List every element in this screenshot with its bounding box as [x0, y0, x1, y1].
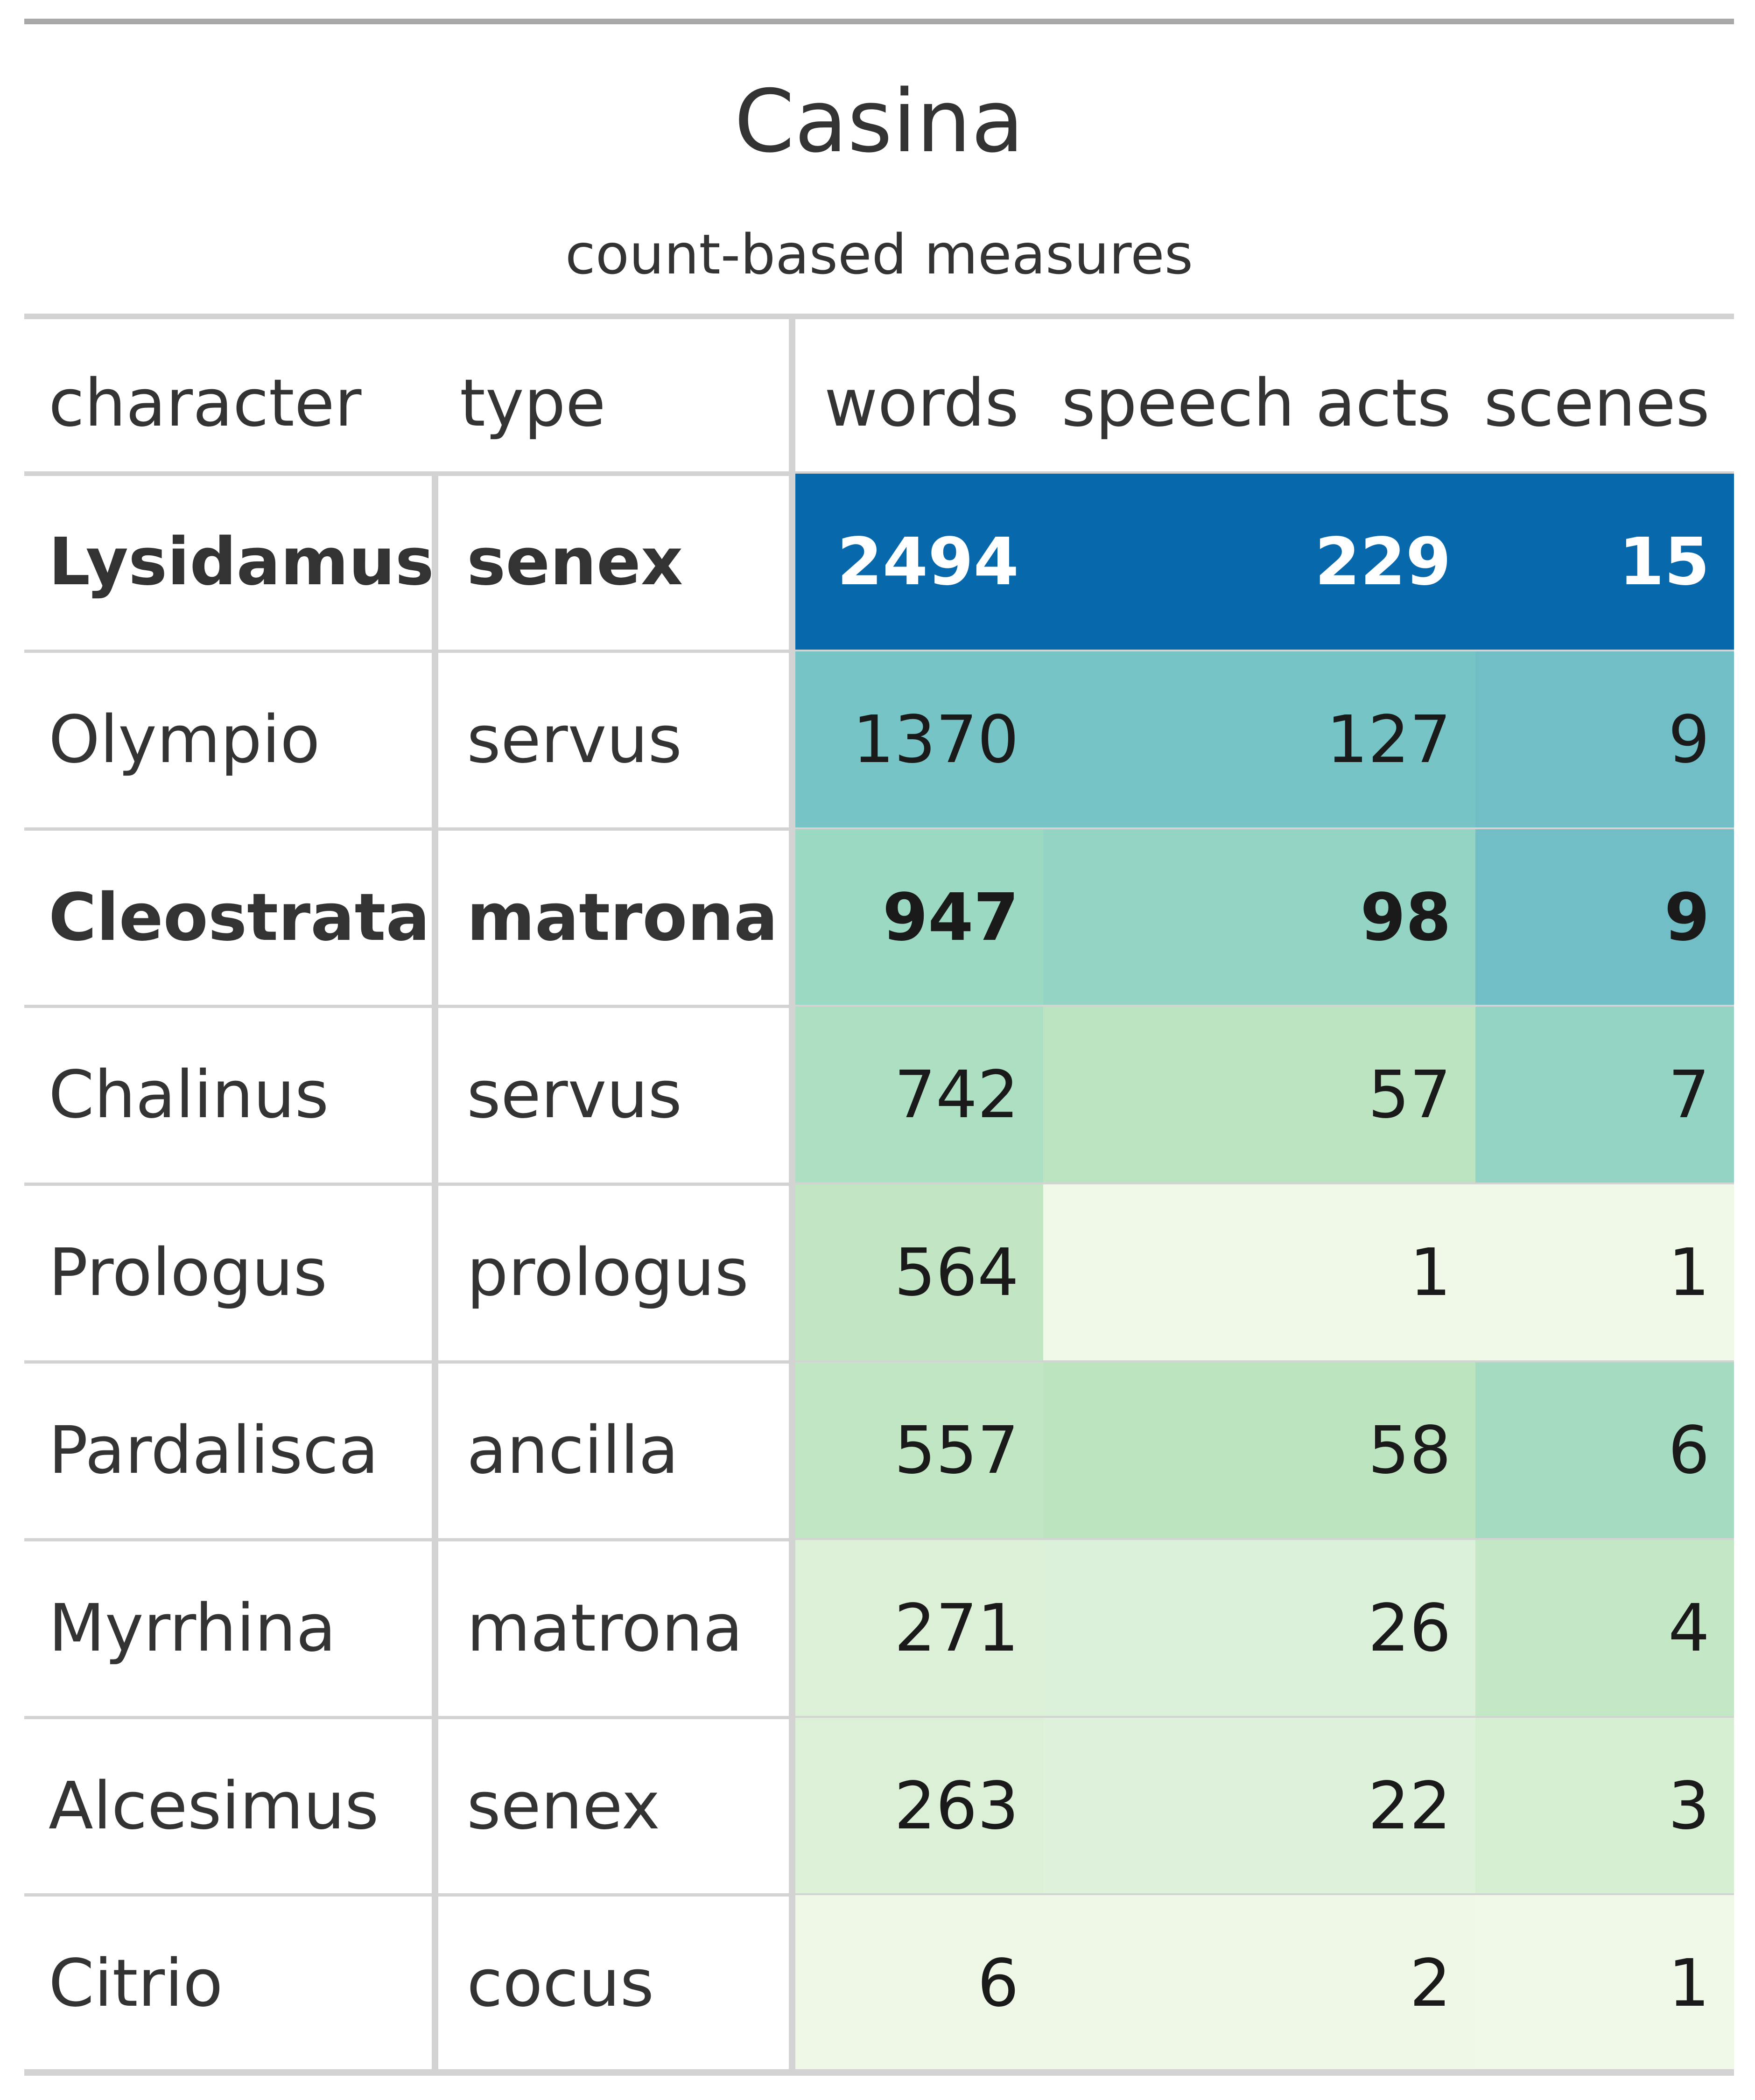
- column-divider: [432, 474, 438, 2073]
- heat-cell: [1043, 1007, 1475, 1185]
- table-title: Casina: [734, 71, 1024, 172]
- top-rule: [24, 19, 1734, 24]
- heat-cell: [1043, 1717, 1475, 1896]
- heat-cell: [1043, 1184, 1475, 1362]
- cell-scenes: 7: [1668, 1057, 1710, 1134]
- cell-words: 1370: [852, 701, 1019, 778]
- cell-words: 2494: [837, 524, 1019, 600]
- heat-cell: [1043, 651, 1475, 829]
- cell-speech-acts: 229: [1314, 524, 1451, 600]
- group-divider: [789, 319, 795, 2073]
- heat-cell: [795, 474, 1043, 651]
- cell-words: 557: [894, 1413, 1019, 1489]
- heat-cell: [795, 1007, 1043, 1185]
- column-header-type: type: [460, 365, 606, 441]
- heat-cell: [1043, 474, 1475, 651]
- cell-scenes: 15: [1619, 524, 1710, 600]
- cell-character: Prologus: [49, 1235, 328, 1311]
- heat-cell: [795, 829, 1043, 1007]
- heat-cell: [1475, 1717, 1734, 1896]
- cell-type: matrona: [467, 879, 778, 956]
- cell-character: Cleostrata: [49, 879, 430, 956]
- table-subtitle: count-based measures: [565, 222, 1193, 287]
- cell-scenes: 9: [1668, 701, 1710, 778]
- heat-cell: [1043, 1362, 1475, 1540]
- cell-words: 564: [894, 1235, 1019, 1311]
- cell-type: senex: [467, 1768, 660, 1844]
- heat-cell: [1475, 1895, 1734, 2073]
- heat-cell: [1043, 1540, 1475, 1718]
- cell-speech-acts: 2: [1409, 1946, 1451, 2022]
- bottom-rule: [24, 2069, 1734, 2076]
- cell-words: 947: [882, 879, 1019, 956]
- cell-speech-acts: 98: [1360, 879, 1451, 956]
- cell-scenes: 9: [1664, 879, 1710, 956]
- cell-speech-acts: 127: [1326, 701, 1451, 778]
- row-rule: [24, 827, 1734, 831]
- cell-character: Myrrhina: [49, 1590, 336, 1666]
- heat-cell: [1043, 1895, 1475, 2073]
- cell-words: 263: [894, 1768, 1019, 1844]
- row-rule: [24, 1893, 1734, 1897]
- cell-speech-acts: 22: [1368, 1768, 1451, 1844]
- heat-cell: [1475, 1184, 1734, 1362]
- heat-cell: [1475, 474, 1734, 651]
- row-rule: [24, 1005, 1734, 1008]
- cell-type: cocus: [467, 1946, 654, 2022]
- column-header-words: words: [824, 365, 1019, 441]
- cell-character: Citrio: [49, 1946, 223, 2022]
- row-rule: [24, 1715, 1734, 1719]
- row-rule: [24, 649, 1734, 653]
- heat-cell: [795, 1895, 1043, 2073]
- cell-type: matrona: [467, 1590, 743, 1666]
- row-rule: [24, 1183, 1734, 1186]
- cell-type: ancilla: [467, 1413, 679, 1489]
- cell-character: Olympio: [49, 701, 320, 778]
- cell-scenes: 6: [1668, 1413, 1710, 1489]
- cell-character: Chalinus: [49, 1057, 329, 1134]
- row-rule: [24, 1360, 1734, 1364]
- column-header-scenes: scenes: [1484, 365, 1710, 441]
- row-rule: [24, 1538, 1734, 1541]
- heat-cell: [1475, 1540, 1734, 1718]
- cell-type: servus: [467, 1057, 682, 1134]
- heat-cell: [1475, 1007, 1734, 1185]
- heat-cell: [1475, 651, 1734, 829]
- cell-scenes: 3: [1668, 1768, 1710, 1844]
- heat-cell: [1475, 829, 1734, 1007]
- cell-speech-acts: 58: [1368, 1413, 1451, 1489]
- cell-scenes: 4: [1668, 1590, 1710, 1666]
- cell-scenes: 1: [1668, 1235, 1710, 1311]
- cell-speech-acts: 57: [1368, 1057, 1451, 1134]
- heat-cell: [795, 1717, 1043, 1896]
- cell-type: servus: [467, 701, 682, 778]
- cell-character: Alcesimus: [49, 1768, 379, 1844]
- heat-cell: [1043, 829, 1475, 1007]
- column-header-speech-acts: speech acts: [1061, 365, 1451, 441]
- cell-scenes: 1: [1668, 1946, 1710, 2022]
- cell-words: 271: [894, 1590, 1019, 1666]
- cell-character: Pardalisca: [49, 1413, 379, 1489]
- cell-words: 742: [894, 1057, 1019, 1134]
- cell-speech-acts: 26: [1368, 1590, 1451, 1666]
- cell-type: prologus: [467, 1235, 749, 1311]
- cell-type: senex: [467, 524, 683, 600]
- cell-speech-acts: 1: [1409, 1235, 1451, 1311]
- heat-cell: [795, 1184, 1043, 1362]
- heat-cell: [795, 1362, 1043, 1540]
- cell-character: Lysidamus: [49, 524, 434, 600]
- column-header-character: character: [49, 365, 362, 441]
- header-rule: [24, 314, 1734, 319]
- heat-cell: [795, 1540, 1043, 1718]
- cell-words: 6: [977, 1946, 1019, 2022]
- heat-cell: [1475, 1362, 1734, 1540]
- heat-cell: [795, 651, 1043, 829]
